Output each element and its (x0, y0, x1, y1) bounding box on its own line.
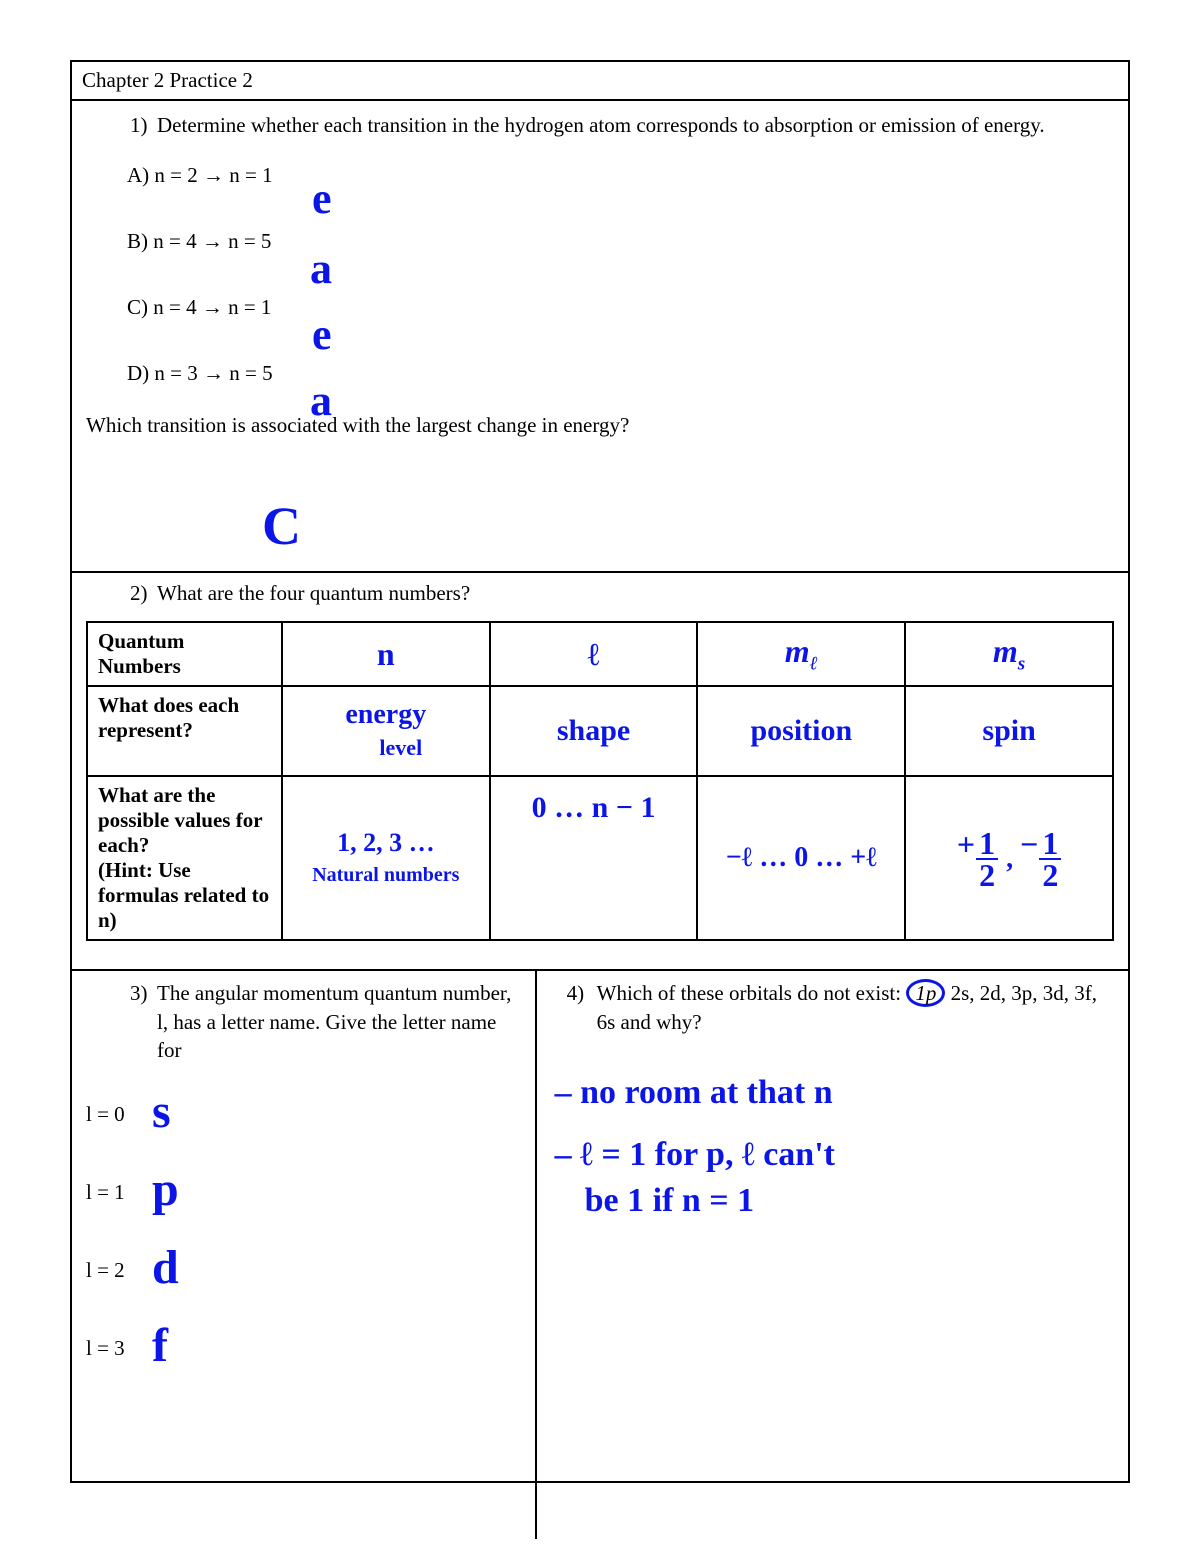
table-row: What are the possible values for each?(H… (87, 776, 1113, 940)
rep-l: shape (557, 714, 630, 747)
row-header-2: What does each represent? (87, 686, 282, 776)
circled-1p: 1p (906, 979, 945, 1007)
q3-ans-f: f (152, 1318, 168, 1373)
worksheet-page: Chapter 2 Practice 2 1) Determine whethe… (0, 0, 1200, 1553)
val-ml: −ℓ … 0 … +ℓ (726, 842, 877, 873)
q4-number: 4) (567, 979, 585, 1007)
qn-ml: mℓ (785, 633, 818, 669)
q3-row-1: l = 1 p (72, 1162, 535, 1240)
q2-prompt: What are the four quantum numbers? (157, 581, 470, 605)
q4-ans-line-3: be 1 if n = 1 (537, 1178, 1128, 1224)
qn-ms: ms (993, 633, 1025, 669)
quantum-table: Quantum Numbers n ℓ mℓ ms What does each… (86, 621, 1114, 941)
q3-l3: l = 3 (86, 1336, 125, 1361)
page-title: Chapter 2 Practice 2 (72, 62, 1128, 99)
val-ms: +12 , −12 (957, 838, 1061, 874)
val-l: 0 … n − 1 (532, 791, 656, 824)
question-3: 3) The angular momentum quantum number, … (72, 971, 537, 1539)
q4-prompt: Which of these orbitals do not exist: 1p… (597, 981, 1097, 1033)
worksheet-border: Chapter 2 Practice 2 1) Determine whethe… (70, 60, 1130, 1483)
question-4: 4) Which of these orbitals do not exist:… (537, 971, 1128, 1539)
q4-ans-line-2: – ℓ = 1 for p, ℓ can't (537, 1132, 1128, 1178)
q4-ans-line-1: – no room at that n (537, 1070, 1128, 1116)
q1-opt-a: A) n = 2 → n = 1 (127, 163, 273, 187)
val-n: 1, 2, 3 …Natural numbers (312, 828, 459, 887)
q3-ans-s: s (152, 1084, 171, 1139)
q1-prompt: Determine whether each transition in the… (157, 113, 1045, 137)
q1-ans-a: e (312, 169, 332, 228)
q3-ans-d: d (152, 1240, 179, 1295)
q3-l0: l = 0 (86, 1102, 125, 1127)
q3-row-3: l = 3 f (72, 1318, 535, 1396)
table-row: What does each represent? energylevel sh… (87, 686, 1113, 776)
q1-opt-c: C) n = 4 → n = 1 (127, 295, 271, 319)
row-header-1: Quantum Numbers (87, 622, 282, 686)
rep-n: energylevel (345, 699, 426, 762)
q1-opt-b: B) n = 4 → n = 5 (127, 229, 271, 253)
bottom-split: 3) The angular momentum quantum number, … (72, 969, 1128, 1539)
q3-row-2: l = 2 d (72, 1240, 535, 1318)
q1-followup: Which transition is associated with the … (86, 413, 629, 437)
row-header-3: What are the possible values for each?(H… (87, 776, 282, 940)
table-row: Quantum Numbers n ℓ mℓ ms (87, 622, 1113, 686)
q3-l2: l = 2 (86, 1258, 125, 1283)
q2-number: 2) (130, 579, 148, 607)
q3-l1: l = 1 (86, 1180, 125, 1205)
rep-ms: spin (982, 714, 1035, 747)
q3-ans-p: p (152, 1162, 179, 1217)
question-1: 1) Determine whether each transition in … (72, 101, 1128, 571)
q1-ans-d: a (310, 371, 332, 430)
q1-opt-d: D) n = 3 → n = 5 (127, 361, 273, 385)
q3-prompt: The angular momentum quantum number, l, … (157, 981, 511, 1062)
question-2: 2) What are the four quantum numbers? Qu… (72, 573, 1128, 969)
qn-n: n (377, 636, 395, 672)
qn-l: ℓ (588, 636, 600, 672)
q1-number: 1) (130, 111, 148, 139)
q3-row-0: l = 0 s (72, 1084, 535, 1162)
q3-number: 3) (130, 979, 148, 1007)
q1-followup-ans: C (262, 495, 301, 557)
rep-ml: position (750, 714, 852, 747)
